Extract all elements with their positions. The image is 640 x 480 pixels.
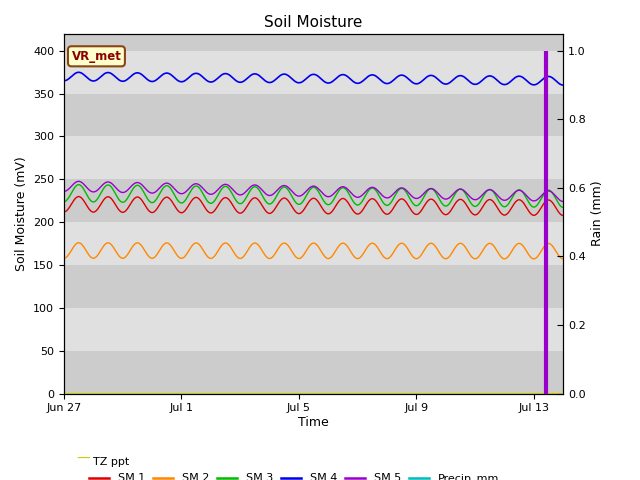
Legend: SM 1, SM 2, SM 3, SM 4, SM 5, Precip_mm: SM 1, SM 2, SM 3, SM 4, SM 5, Precip_mm [84, 469, 504, 480]
Text: —: — [77, 452, 90, 466]
Y-axis label: Rain (mm): Rain (mm) [591, 181, 604, 246]
Bar [64, 351, 563, 394]
Y-axis label: Soil Moisture (mV): Soil Moisture (mV) [15, 156, 28, 271]
Text: TZ ppt: TZ ppt [93, 456, 129, 467]
Bar [64, 180, 563, 222]
Title: Soil Moisture: Soil Moisture [264, 15, 363, 30]
Bar [64, 136, 563, 180]
Bar [64, 265, 563, 308]
Text: VR_met: VR_met [72, 50, 122, 63]
Bar [64, 94, 563, 136]
X-axis label: Time: Time [298, 416, 329, 429]
Bar [64, 51, 563, 94]
Bar [64, 308, 563, 351]
Bar [64, 222, 563, 265]
Bar [64, 34, 563, 51]
